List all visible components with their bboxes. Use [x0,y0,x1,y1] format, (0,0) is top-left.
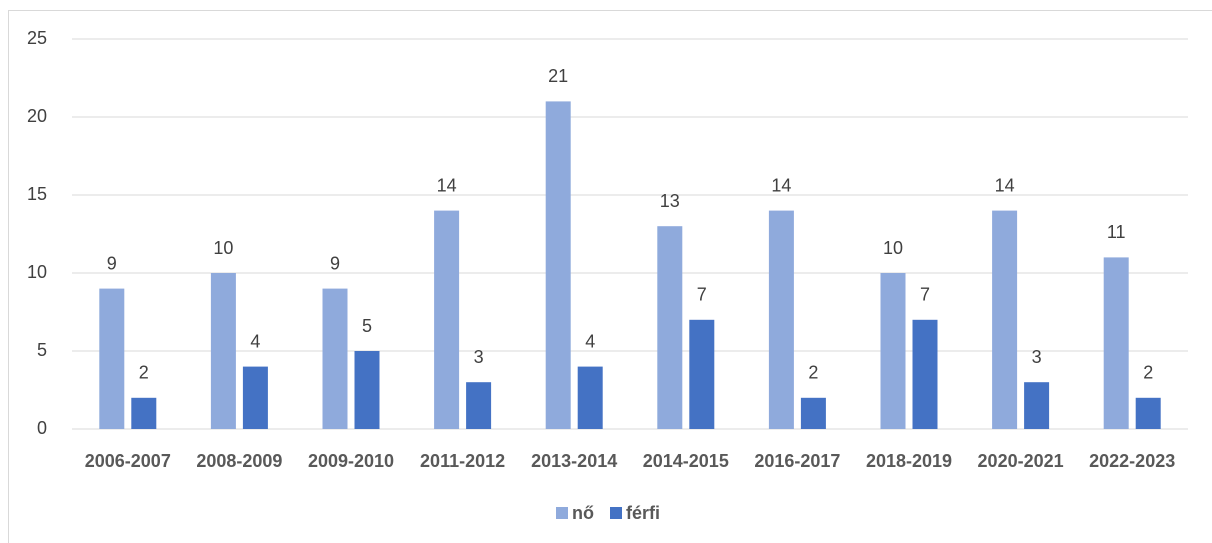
bar [1103,257,1129,429]
data-label: 9 [107,253,117,273]
y-tick-label: 15 [27,184,47,204]
x-tick-label: 2014-2015 [643,451,729,471]
data-label: 21 [548,66,568,86]
data-label: 14 [995,175,1015,195]
data-label: 7 [697,285,707,305]
bar [657,226,683,429]
data-label: 7 [920,285,930,305]
bar [689,319,715,429]
data-label: 10 [213,238,233,258]
data-label: 3 [474,347,484,367]
x-tick-label: 2006-2007 [85,451,171,471]
data-label: 10 [883,238,903,258]
y-tick-label: 25 [27,28,47,48]
data-label: 4 [585,331,595,351]
bar [912,319,938,429]
legend-swatch [610,507,622,519]
x-tick-label: 2020-2021 [978,451,1064,471]
bar [992,210,1018,429]
y-tick-label: 20 [27,106,47,126]
bar [210,273,236,429]
x-tick-label: 2018-2019 [866,451,952,471]
bar [800,397,826,429]
x-tick-label: 2022-2023 [1089,451,1175,471]
bar [354,351,380,429]
y-tick-label: 0 [37,418,47,438]
bar [242,366,268,429]
legend-swatch [556,507,568,519]
bar [545,101,571,430]
data-label: 9 [330,253,340,273]
data-label: 2 [139,363,149,383]
bar [131,397,157,429]
bar [466,382,492,429]
bar [322,288,348,429]
y-tick-label: 5 [37,340,47,360]
data-label: 14 [771,175,791,195]
x-tick-label: 2008-2009 [196,451,282,471]
x-tick-label: 2009-2010 [308,451,394,471]
data-label: 5 [362,316,372,336]
bar [1024,382,1050,429]
y-tick-label: 10 [27,262,47,282]
legend-label: férfi [626,503,660,523]
data-label: 3 [1032,347,1042,367]
legend-label: nő [572,503,594,523]
x-tick-label: 2016-2017 [754,451,840,471]
x-tick-label: 2013-2014 [531,451,617,471]
bar [768,210,794,429]
data-label: 2 [1143,363,1153,383]
data-label: 14 [437,175,457,195]
bar [880,273,906,429]
bar [577,366,603,429]
data-label: 11 [1107,222,1126,242]
bar [1135,397,1161,429]
bar [434,210,460,429]
data-label: 4 [250,331,260,351]
bar [99,288,125,429]
data-label: 2 [808,363,818,383]
x-tick-label: 2011-2012 [420,451,505,471]
data-label: 13 [660,191,680,211]
